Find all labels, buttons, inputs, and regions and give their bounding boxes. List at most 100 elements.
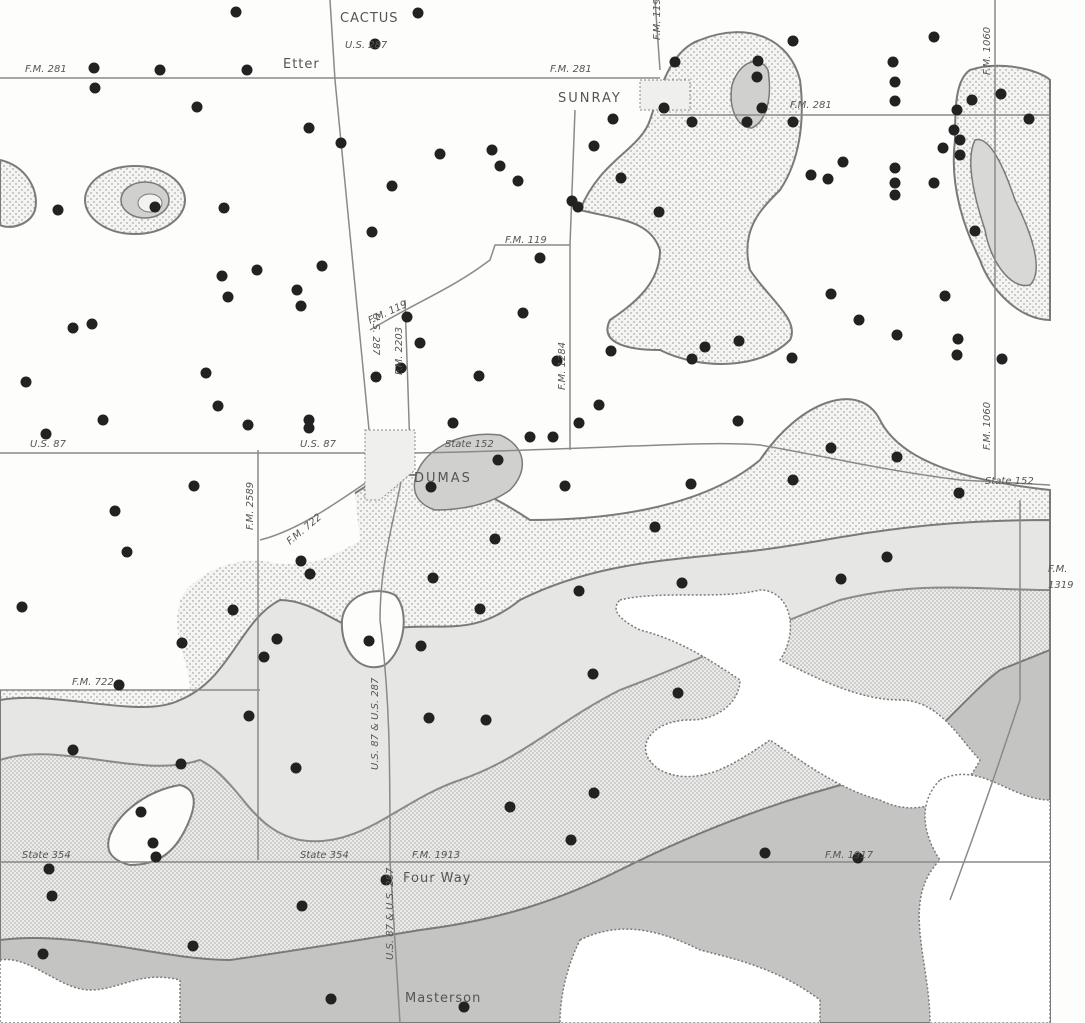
well-dot bbox=[325, 993, 337, 1005]
well-dot bbox=[370, 371, 382, 383]
well-dot bbox=[966, 94, 978, 106]
escarpment-areas bbox=[0, 589, 1051, 1023]
well-dot bbox=[241, 64, 253, 76]
well-dot bbox=[669, 56, 681, 68]
well-dot bbox=[588, 140, 600, 152]
road-label-state152: State 152 bbox=[985, 476, 1034, 487]
well-dot bbox=[67, 744, 79, 756]
well-dot bbox=[572, 201, 584, 213]
well-dot bbox=[222, 291, 234, 303]
road-label-fm1319: F.M. bbox=[1048, 564, 1067, 575]
well-dot bbox=[458, 1001, 470, 1013]
well-dot bbox=[20, 376, 32, 388]
well-dot bbox=[937, 142, 949, 154]
well-dot bbox=[227, 604, 239, 616]
road-label-fm2203: F.M. 2203 bbox=[394, 327, 405, 375]
well-dot bbox=[40, 428, 52, 440]
well-dot bbox=[395, 362, 407, 374]
well-dot bbox=[380, 874, 392, 886]
well-dot bbox=[573, 585, 585, 597]
well-dot bbox=[889, 162, 901, 174]
road-label-state152: State 152 bbox=[445, 439, 494, 450]
well-dot bbox=[363, 635, 375, 647]
town-label-four-way: Four Way bbox=[403, 871, 471, 886]
well-dot bbox=[67, 322, 79, 334]
sunray-town-block bbox=[639, 79, 691, 111]
dumas-town-block bbox=[364, 429, 416, 501]
well-dot bbox=[588, 787, 600, 799]
road-label-us87-us287: U.S. 87 & U.S. 287 bbox=[370, 677, 381, 770]
road-label-us87: U.S. 87 bbox=[300, 439, 337, 450]
road-network bbox=[0, 0, 1051, 1023]
well-dot bbox=[676, 577, 688, 589]
well-dot bbox=[952, 333, 964, 345]
well-dot bbox=[474, 603, 486, 615]
well-dot bbox=[46, 890, 58, 902]
road-label-fm281: F.M. 281 bbox=[550, 64, 592, 75]
well-dot bbox=[191, 101, 203, 113]
well-dot bbox=[401, 311, 413, 323]
well-dot bbox=[954, 134, 966, 146]
well-dot bbox=[939, 290, 951, 302]
well-dot bbox=[951, 349, 963, 361]
well-dot bbox=[486, 144, 498, 156]
well-dot bbox=[891, 329, 903, 341]
road-label-fm1060: F.M. 1060 bbox=[982, 27, 993, 75]
well-dot bbox=[881, 551, 893, 563]
well-dot bbox=[447, 417, 459, 429]
well-dot bbox=[649, 521, 661, 533]
well-dot bbox=[303, 122, 315, 134]
town-label-sunray: SUNRAY bbox=[558, 91, 622, 106]
well-dot bbox=[607, 113, 619, 125]
well-dot bbox=[415, 640, 427, 652]
well-dot bbox=[423, 712, 435, 724]
well-dot bbox=[316, 260, 328, 272]
well-dot bbox=[52, 204, 64, 216]
well-dot bbox=[200, 367, 212, 379]
well-dot bbox=[928, 177, 940, 189]
road-label-state354: State 354 bbox=[22, 850, 71, 861]
well-dot bbox=[271, 633, 283, 645]
well-dot bbox=[366, 226, 378, 238]
well-dot bbox=[995, 88, 1007, 100]
road-label-us287: U.S. 287 bbox=[370, 313, 381, 356]
well-dot bbox=[97, 414, 109, 426]
well-dot bbox=[928, 31, 940, 43]
well-dot bbox=[891, 451, 903, 463]
well-dot bbox=[187, 940, 199, 952]
well-dot bbox=[369, 38, 381, 50]
well-dot bbox=[218, 202, 230, 214]
stippled-high-sunray bbox=[578, 31, 803, 365]
town-label-dumas: DUMAS bbox=[414, 471, 472, 486]
well-dot bbox=[258, 651, 270, 663]
road-label-fm1284: F.M. 1284 bbox=[557, 342, 568, 390]
well-dot bbox=[427, 572, 439, 584]
well-dot bbox=[425, 481, 437, 493]
well-dot bbox=[751, 71, 763, 83]
stippled-high-dumas bbox=[413, 433, 524, 511]
well-dot bbox=[113, 679, 125, 691]
well-dot bbox=[154, 64, 166, 76]
well-dot bbox=[587, 668, 599, 680]
well-dot bbox=[88, 62, 100, 74]
well-dot bbox=[547, 431, 559, 443]
well-dot bbox=[825, 288, 837, 300]
road-label-fm1913: F.M. 1913 bbox=[412, 850, 460, 861]
well-dot bbox=[295, 300, 307, 312]
well-dot bbox=[414, 337, 426, 349]
well-dot bbox=[996, 353, 1008, 365]
well-dot bbox=[335, 137, 347, 149]
road-label-fm2589: F.M. 2589 bbox=[245, 482, 256, 530]
well-dot bbox=[43, 863, 55, 875]
well-dot bbox=[251, 264, 263, 276]
well-dot bbox=[512, 175, 524, 187]
well-dot bbox=[593, 399, 605, 411]
well-dot bbox=[685, 478, 697, 490]
well-dot bbox=[889, 76, 901, 88]
well-dot bbox=[686, 116, 698, 128]
well-dot bbox=[109, 505, 121, 517]
well-dot bbox=[304, 568, 316, 580]
well-dot bbox=[699, 341, 711, 353]
well-dot bbox=[759, 847, 771, 859]
